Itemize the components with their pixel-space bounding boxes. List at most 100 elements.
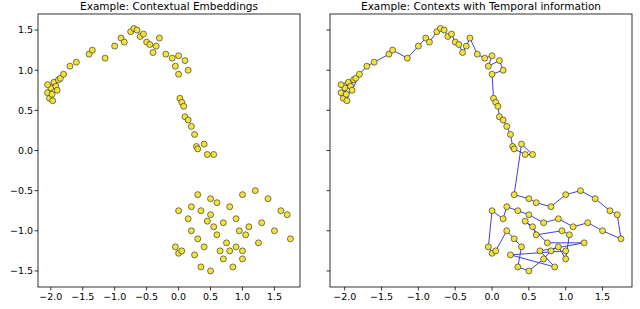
point	[485, 63, 491, 69]
point	[511, 146, 517, 152]
y-tick	[35, 30, 39, 31]
point	[252, 188, 258, 194]
y-tick	[35, 270, 39, 271]
point	[415, 43, 421, 49]
point	[463, 43, 469, 49]
point	[230, 264, 236, 270]
point	[500, 117, 506, 123]
x-tick-label: 1.0	[558, 291, 573, 302]
point	[211, 224, 217, 230]
point	[552, 264, 558, 270]
point	[559, 228, 565, 234]
point	[188, 123, 194, 129]
point	[153, 43, 159, 49]
point	[504, 228, 510, 234]
point	[243, 232, 249, 238]
point	[198, 208, 204, 214]
point	[507, 252, 513, 258]
point	[474, 51, 480, 57]
point	[607, 208, 613, 214]
x-tick	[114, 287, 115, 291]
point	[371, 59, 377, 65]
point	[548, 204, 554, 210]
point	[172, 63, 178, 69]
point	[511, 236, 517, 242]
point	[198, 264, 204, 270]
point	[220, 220, 226, 226]
point	[356, 71, 362, 77]
y-tick	[35, 190, 39, 191]
plot-frame	[330, 14, 632, 287]
point	[511, 192, 517, 198]
y-tick	[327, 230, 331, 231]
x-tick	[146, 287, 147, 291]
point	[208, 212, 214, 218]
point	[284, 212, 290, 218]
point	[618, 236, 624, 242]
x-tick-label: 1.5	[267, 291, 282, 302]
point	[73, 59, 79, 65]
point	[188, 228, 194, 234]
y-tick	[327, 150, 331, 151]
point	[544, 240, 550, 246]
x-tick	[602, 287, 603, 291]
point	[489, 208, 495, 214]
point	[504, 204, 510, 210]
point	[600, 228, 606, 234]
point	[530, 152, 536, 158]
y-tick-label: 1.5	[18, 24, 33, 35]
point	[500, 216, 506, 222]
point	[67, 63, 73, 69]
x-tick-label: 0.5	[521, 291, 536, 302]
y-tick-label: 0.5	[18, 105, 33, 116]
point	[54, 87, 60, 93]
x-tick	[274, 287, 275, 291]
point	[548, 248, 554, 254]
point	[227, 204, 233, 210]
point	[201, 244, 207, 250]
point	[338, 82, 344, 88]
point	[493, 248, 499, 254]
point	[489, 71, 495, 77]
x-tick-label: 0.0	[484, 291, 499, 302]
x-tick	[178, 287, 179, 291]
point	[460, 50, 466, 56]
point	[426, 39, 432, 45]
point	[541, 256, 547, 262]
point	[140, 31, 146, 37]
point	[112, 43, 118, 49]
point	[185, 216, 191, 222]
point	[102, 55, 108, 61]
point	[156, 35, 162, 41]
y-tick-label: 1.0	[18, 65, 33, 76]
point	[185, 117, 191, 123]
x-tick	[381, 287, 382, 291]
point	[278, 208, 284, 214]
point	[467, 35, 473, 41]
point	[176, 53, 182, 59]
y-tick-label: −1.5	[10, 265, 33, 276]
point	[577, 188, 583, 194]
x-tick-label: −2.0	[333, 291, 356, 302]
point	[150, 50, 156, 56]
point	[227, 248, 233, 254]
point	[214, 232, 220, 238]
point	[563, 192, 569, 198]
point	[364, 63, 370, 69]
point	[188, 204, 194, 210]
point	[134, 27, 140, 33]
point	[271, 228, 277, 234]
point	[201, 141, 207, 147]
point	[441, 27, 447, 33]
chart-title: Example: Contextual Embeddings	[80, 0, 258, 12]
point	[181, 103, 187, 109]
point	[179, 248, 185, 254]
point	[555, 244, 561, 250]
point	[495, 103, 501, 109]
point	[224, 240, 230, 246]
point	[522, 218, 528, 224]
point	[541, 220, 547, 226]
y-tick	[327, 190, 331, 191]
point	[485, 244, 491, 250]
point	[563, 248, 569, 254]
